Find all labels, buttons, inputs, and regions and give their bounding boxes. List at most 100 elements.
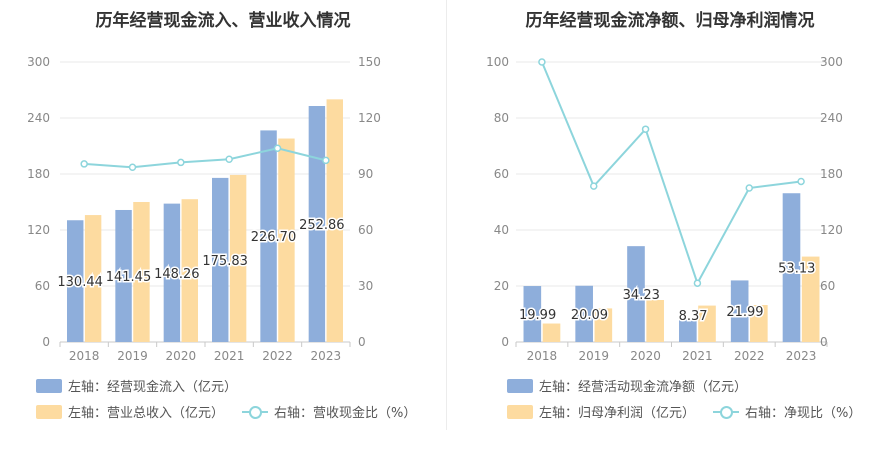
y-left-tick-label: 20 (494, 279, 509, 293)
legend-item[interactable]: 右轴：净现比（%） (713, 402, 861, 421)
bar (730, 280, 749, 342)
y-right-tick-label: 180 (820, 167, 843, 181)
x-tick-label: 2020 (166, 349, 197, 363)
chart-title: 历年经营现金流入、营业收入情况 (95, 11, 351, 31)
y-right-tick-label: 120 (358, 111, 381, 125)
cash-inflow-revenue-chart: 0 60 120 180 240 300 0 30 60 90 120 150 2018 2019 2020… (27, 55, 381, 363)
line-point (80, 160, 88, 168)
line-point (745, 184, 753, 192)
data-label: 252.86 (299, 218, 345, 233)
bar (133, 202, 150, 342)
x-tick-label: 2020 (630, 349, 661, 363)
legend-item[interactable]: 左轴：营业总收入（亿元） (36, 402, 224, 421)
data-label: 175.83 (202, 254, 248, 269)
bar (594, 308, 613, 342)
data-label: 34.23 (623, 288, 660, 303)
chart-title: 历年经营现金流净额、归母净利润情况 (525, 11, 815, 31)
legend-label: 左轴：归母净利润（亿元） (539, 406, 696, 421)
bar (575, 285, 593, 342)
right-chart-panel: 历年经营现金流净额、归母净利润情况 0 20 40 60 80 100 0 60 120 180 2… (447, 0, 893, 458)
y-left-tick-label: 0 (501, 335, 509, 349)
y-left-tick-label: 100 (486, 55, 509, 69)
bar (163, 203, 181, 342)
net-cash-flow-profit-chart: 0 20 40 60 80 100 0 60 120 180 240 300 2018 2019 2020 2… (486, 55, 843, 363)
y-right-tick-label: 30 (358, 279, 373, 293)
line-point (797, 177, 805, 186)
y-right-tick-label: 300 (820, 55, 843, 69)
x-tick-label: 2022 (734, 349, 765, 363)
legend-label: 右轴：净现比（%） (745, 406, 862, 421)
legend-label: 左轴：经营现金流入（亿元） (68, 380, 238, 395)
y-left-tick-label: 240 (27, 111, 50, 125)
x-tick-label: 2018 (69, 349, 100, 363)
legend-label: 右轴：营收现金比（%） (274, 406, 417, 421)
legend-item[interactable]: 左轴：归母净利润（亿元） (507, 402, 695, 421)
y-right-tick-label: 150 (358, 55, 381, 69)
legend-row: 左轴：归母净利润（亿元） 右轴：净现比（%） (507, 402, 879, 421)
legend-swatch-icon (36, 378, 62, 393)
line-point (128, 163, 137, 172)
bar (679, 318, 697, 342)
left-chart-panel: 历年经营现金流入、营业收入情况 0 60 120 180 240 300 0 30 60 90 12… (0, 0, 446, 458)
legend-row: 左轴：经营活动现金流净额（亿元） (507, 376, 765, 395)
y-left-tick-label: 180 (27, 167, 50, 181)
data-label: 226.70 (251, 230, 297, 245)
y-left-tick-label: 80 (494, 111, 509, 125)
data-label: 130.44 (57, 275, 103, 290)
bar (750, 305, 768, 342)
x-tick-label: 2019 (117, 349, 148, 363)
bar (212, 177, 229, 342)
bar (542, 323, 561, 342)
bar (646, 300, 664, 342)
legend-swatch-icon (507, 404, 533, 419)
data-label: 141.45 (106, 270, 152, 285)
x-tick-label: 2022 (262, 349, 293, 363)
line-series (540, 61, 802, 286)
legend-row: 左轴：营业总收入（亿元） 右轴：营收现金比（%） (36, 402, 434, 421)
legend-row: 左轴：经营现金流入（亿元） (36, 376, 255, 395)
y-right-tick-label: 60 (358, 223, 373, 237)
data-label: 53.13 (778, 262, 815, 277)
data-label: 8.37 (679, 309, 708, 324)
line-point (641, 125, 650, 133)
legend-line-icon (713, 405, 740, 419)
y-left-tick-label: 40 (494, 223, 509, 237)
legend-item[interactable]: 右轴：营收现金比（%） (242, 402, 416, 421)
bar (84, 215, 102, 342)
line-point (538, 58, 546, 66)
bar (782, 193, 801, 342)
line-point (225, 155, 233, 164)
bar (627, 246, 645, 342)
y-left-tick-label: 300 (27, 55, 50, 69)
y-left-tick-label: 60 (35, 279, 50, 293)
bar (229, 174, 247, 342)
legend-item[interactable]: 左轴：经营活动现金流净额（亿元） (507, 376, 747, 395)
legend-swatch-icon (507, 378, 533, 393)
data-label: 20.09 (571, 308, 608, 323)
y-right-tick-label: 90 (358, 167, 373, 181)
x-tick-label: 2023 (311, 349, 342, 363)
y-left-tick-label: 0 (42, 335, 50, 349)
legend-label: 左轴：经营活动现金流净额（亿元） (539, 380, 748, 395)
line-point (177, 158, 185, 167)
bar (115, 209, 132, 342)
y-right-tick-label: 60 (820, 279, 835, 293)
bar (698, 305, 716, 342)
line-series (84, 147, 327, 169)
line-point (322, 156, 330, 165)
legend-swatch-icon (36, 404, 62, 419)
y-right-tick-label: 0 (820, 335, 828, 349)
legend-item[interactable]: 左轴：经营现金流入（亿元） (36, 376, 237, 395)
y-left-tick-label: 120 (27, 223, 50, 237)
data-label: 21.99 (726, 305, 763, 320)
x-tick-label: 2018 (527, 349, 558, 363)
line-point (693, 279, 702, 287)
bar (523, 286, 542, 342)
y-right-tick-label: 0 (358, 335, 366, 349)
bar (308, 105, 326, 342)
data-label: 19.99 (519, 308, 556, 323)
panel-divider (446, 0, 447, 430)
x-tick-label: 2021 (682, 349, 713, 363)
bar (278, 138, 295, 342)
legend-line-icon (242, 405, 269, 419)
